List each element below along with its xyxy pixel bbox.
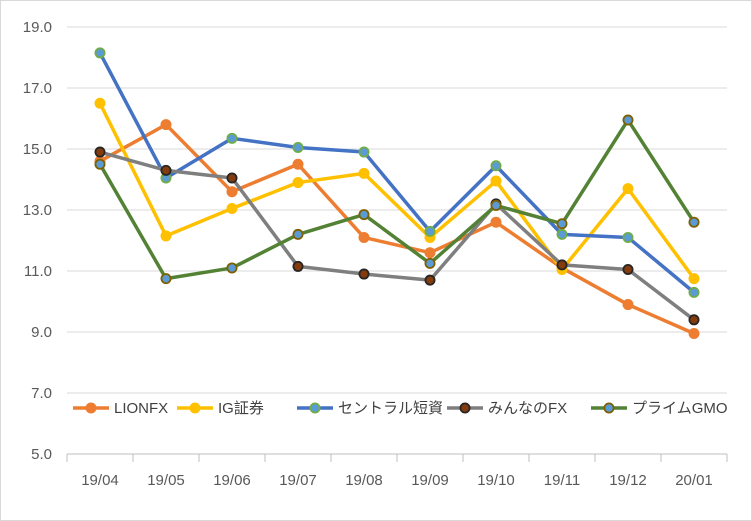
data-point [292, 260, 304, 272]
legend-label: みんなのFX [488, 400, 567, 417]
x-tick-label: 19/07 [279, 472, 317, 489]
series-line-2 [98, 51, 696, 295]
data-point [490, 199, 502, 211]
legend-label: セントラル短資 [338, 400, 443, 417]
data-point [622, 263, 634, 275]
data-point [490, 175, 502, 187]
x-tick-label: 19/09 [411, 472, 449, 489]
data-point [160, 273, 172, 285]
y-tick-label: 7.0 [31, 385, 52, 402]
legend-swatch-marker [85, 402, 97, 414]
data-point [94, 146, 106, 158]
data-point [424, 225, 436, 237]
y-axis-labels: 5.0 7.0 9.0 11.0 13.0 15.0 17.0 19.0 [23, 19, 52, 463]
data-point [424, 274, 436, 286]
x-tick-label: 19/05 [147, 472, 185, 489]
data-point [688, 273, 700, 285]
data-point [226, 202, 238, 214]
y-tick-label: 13.0 [23, 202, 52, 219]
x-tick-label: 19/06 [213, 472, 251, 489]
data-point [292, 141, 304, 153]
data-point [160, 164, 172, 176]
data-point [292, 228, 304, 240]
series-markers [94, 47, 700, 340]
legend: LIONFX IG証券 セントラル短資 みんなのFX プライムGMO [73, 400, 728, 417]
gridlines [67, 26, 727, 394]
data-point [556, 228, 568, 240]
legend-swatch-marker [459, 402, 471, 414]
data-point [688, 314, 700, 326]
legend-label: プライムGMO [632, 400, 728, 417]
x-axis-labels: 19/04 19/05 19/06 19/07 19/08 19/09 19/10 19/11… [81, 472, 713, 489]
data-point [160, 230, 172, 242]
x-tick-label: 19/04 [81, 472, 119, 489]
data-point [424, 257, 436, 269]
data-point [358, 167, 370, 179]
legend-label: IG証券 [218, 400, 264, 417]
y-tick-label: 9.0 [31, 324, 52, 341]
x-axis [66, 453, 728, 462]
data-point [622, 183, 634, 195]
y-tick-label: 15.0 [23, 141, 52, 158]
data-point [358, 209, 370, 221]
data-point [424, 247, 436, 259]
data-point [94, 97, 106, 109]
legend-item: IG証券 [177, 400, 264, 417]
data-point [160, 119, 172, 131]
data-point [490, 216, 502, 228]
y-tick-label: 17.0 [23, 80, 52, 97]
x-tick-label: 19/12 [609, 472, 647, 489]
series-lines [98, 51, 696, 336]
legend-item: みんなのFX [447, 400, 567, 417]
data-point [292, 158, 304, 170]
data-point [688, 216, 700, 228]
data-point [622, 231, 634, 243]
y-tick-label: 11.0 [24, 263, 52, 280]
data-point [622, 114, 634, 126]
legend-item: プライムGMO [591, 400, 728, 417]
x-tick-label: 19/08 [345, 472, 383, 489]
y-tick-label: 5.0 [31, 446, 52, 463]
data-point [358, 146, 370, 158]
legend-item: セントラル短資 [297, 400, 443, 417]
series-line-4 [98, 118, 696, 281]
data-point [94, 47, 106, 59]
x-tick-label: 19/11 [544, 472, 580, 489]
data-point [622, 299, 634, 311]
legend-label: LIONFX [114, 400, 168, 417]
x-tick-label: 19/10 [477, 472, 515, 489]
data-point [226, 262, 238, 274]
y-tick-label: 19.0 [23, 19, 52, 36]
series-line-1 [98, 101, 696, 281]
x-tick-label: 20/01 [675, 472, 713, 489]
legend-swatch-marker [603, 402, 615, 414]
data-point [556, 259, 568, 271]
legend-item: LIONFX [73, 400, 168, 417]
data-point [556, 218, 568, 230]
data-point [490, 160, 502, 172]
data-point [292, 177, 304, 189]
data-point [226, 132, 238, 144]
data-point [226, 186, 238, 198]
data-point [688, 328, 700, 340]
data-point [358, 231, 370, 243]
legend-swatch-marker [309, 402, 321, 414]
legend-swatch-marker [189, 402, 201, 414]
series-line-3 [98, 150, 696, 322]
data-point [688, 286, 700, 298]
data-point [226, 172, 238, 184]
data-point [94, 158, 106, 170]
data-point [358, 268, 370, 280]
